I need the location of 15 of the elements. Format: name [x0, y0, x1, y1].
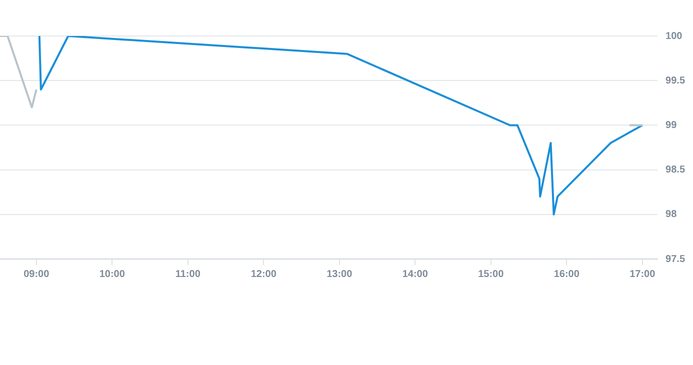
y-tick-label: 98.5 [666, 164, 686, 176]
x-tick-label: 10:00 [99, 268, 126, 280]
x-tick-label: 15:00 [478, 268, 504, 280]
y-tick-label: 97.5 [666, 254, 686, 265]
y-tick-label: 99.5 [666, 75, 686, 86]
x-tick-label: 16:00 [554, 268, 580, 280]
y-tick-label: 100 [666, 30, 683, 42]
y-tick-label: 99 [666, 120, 678, 131]
x-tick-label: 17:00 [630, 268, 656, 280]
x-tick-label: 14:00 [402, 268, 428, 280]
y-tick-label: 98 [666, 209, 678, 220]
x-tick-label: 13:00 [326, 268, 353, 280]
x-tick-label: 09:00 [24, 268, 50, 280]
x-tick-label: 12:00 [250, 268, 277, 280]
x-tick-label: 11:00 [175, 268, 201, 280]
